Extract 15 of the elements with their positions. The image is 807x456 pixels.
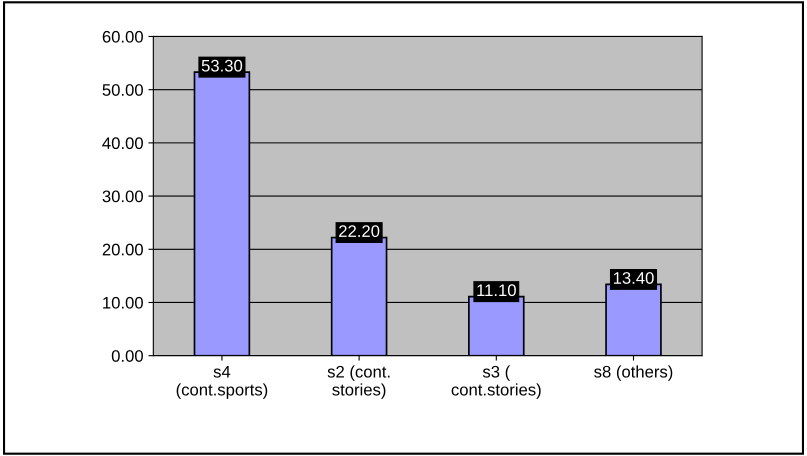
y-tick-label: 50.00 [102,84,143,96]
y-tick-label: 40.00 [102,137,143,150]
x-tick-label: s4 (cont.sports) [176,366,268,399]
x-tick-label: s3 ( cont.stories) [452,365,541,399]
data-label: 13.40 [614,272,654,284]
y-tick-label: 20.00 [102,244,143,256]
y-tick-label: 30.00 [102,190,143,202]
y-tick-label: 10.00 [103,296,143,309]
y-tick-label: 0.00 [112,350,143,362]
y-tick-label: 60.00 [102,30,143,43]
data-label: 53.30 [202,60,242,72]
data-label: 11.10 [477,284,516,296]
data-label: 22.20 [339,225,380,238]
x-tick-label: s8 (others) [594,365,672,381]
x-tick-label: s2 (cont. stories) [328,365,390,399]
